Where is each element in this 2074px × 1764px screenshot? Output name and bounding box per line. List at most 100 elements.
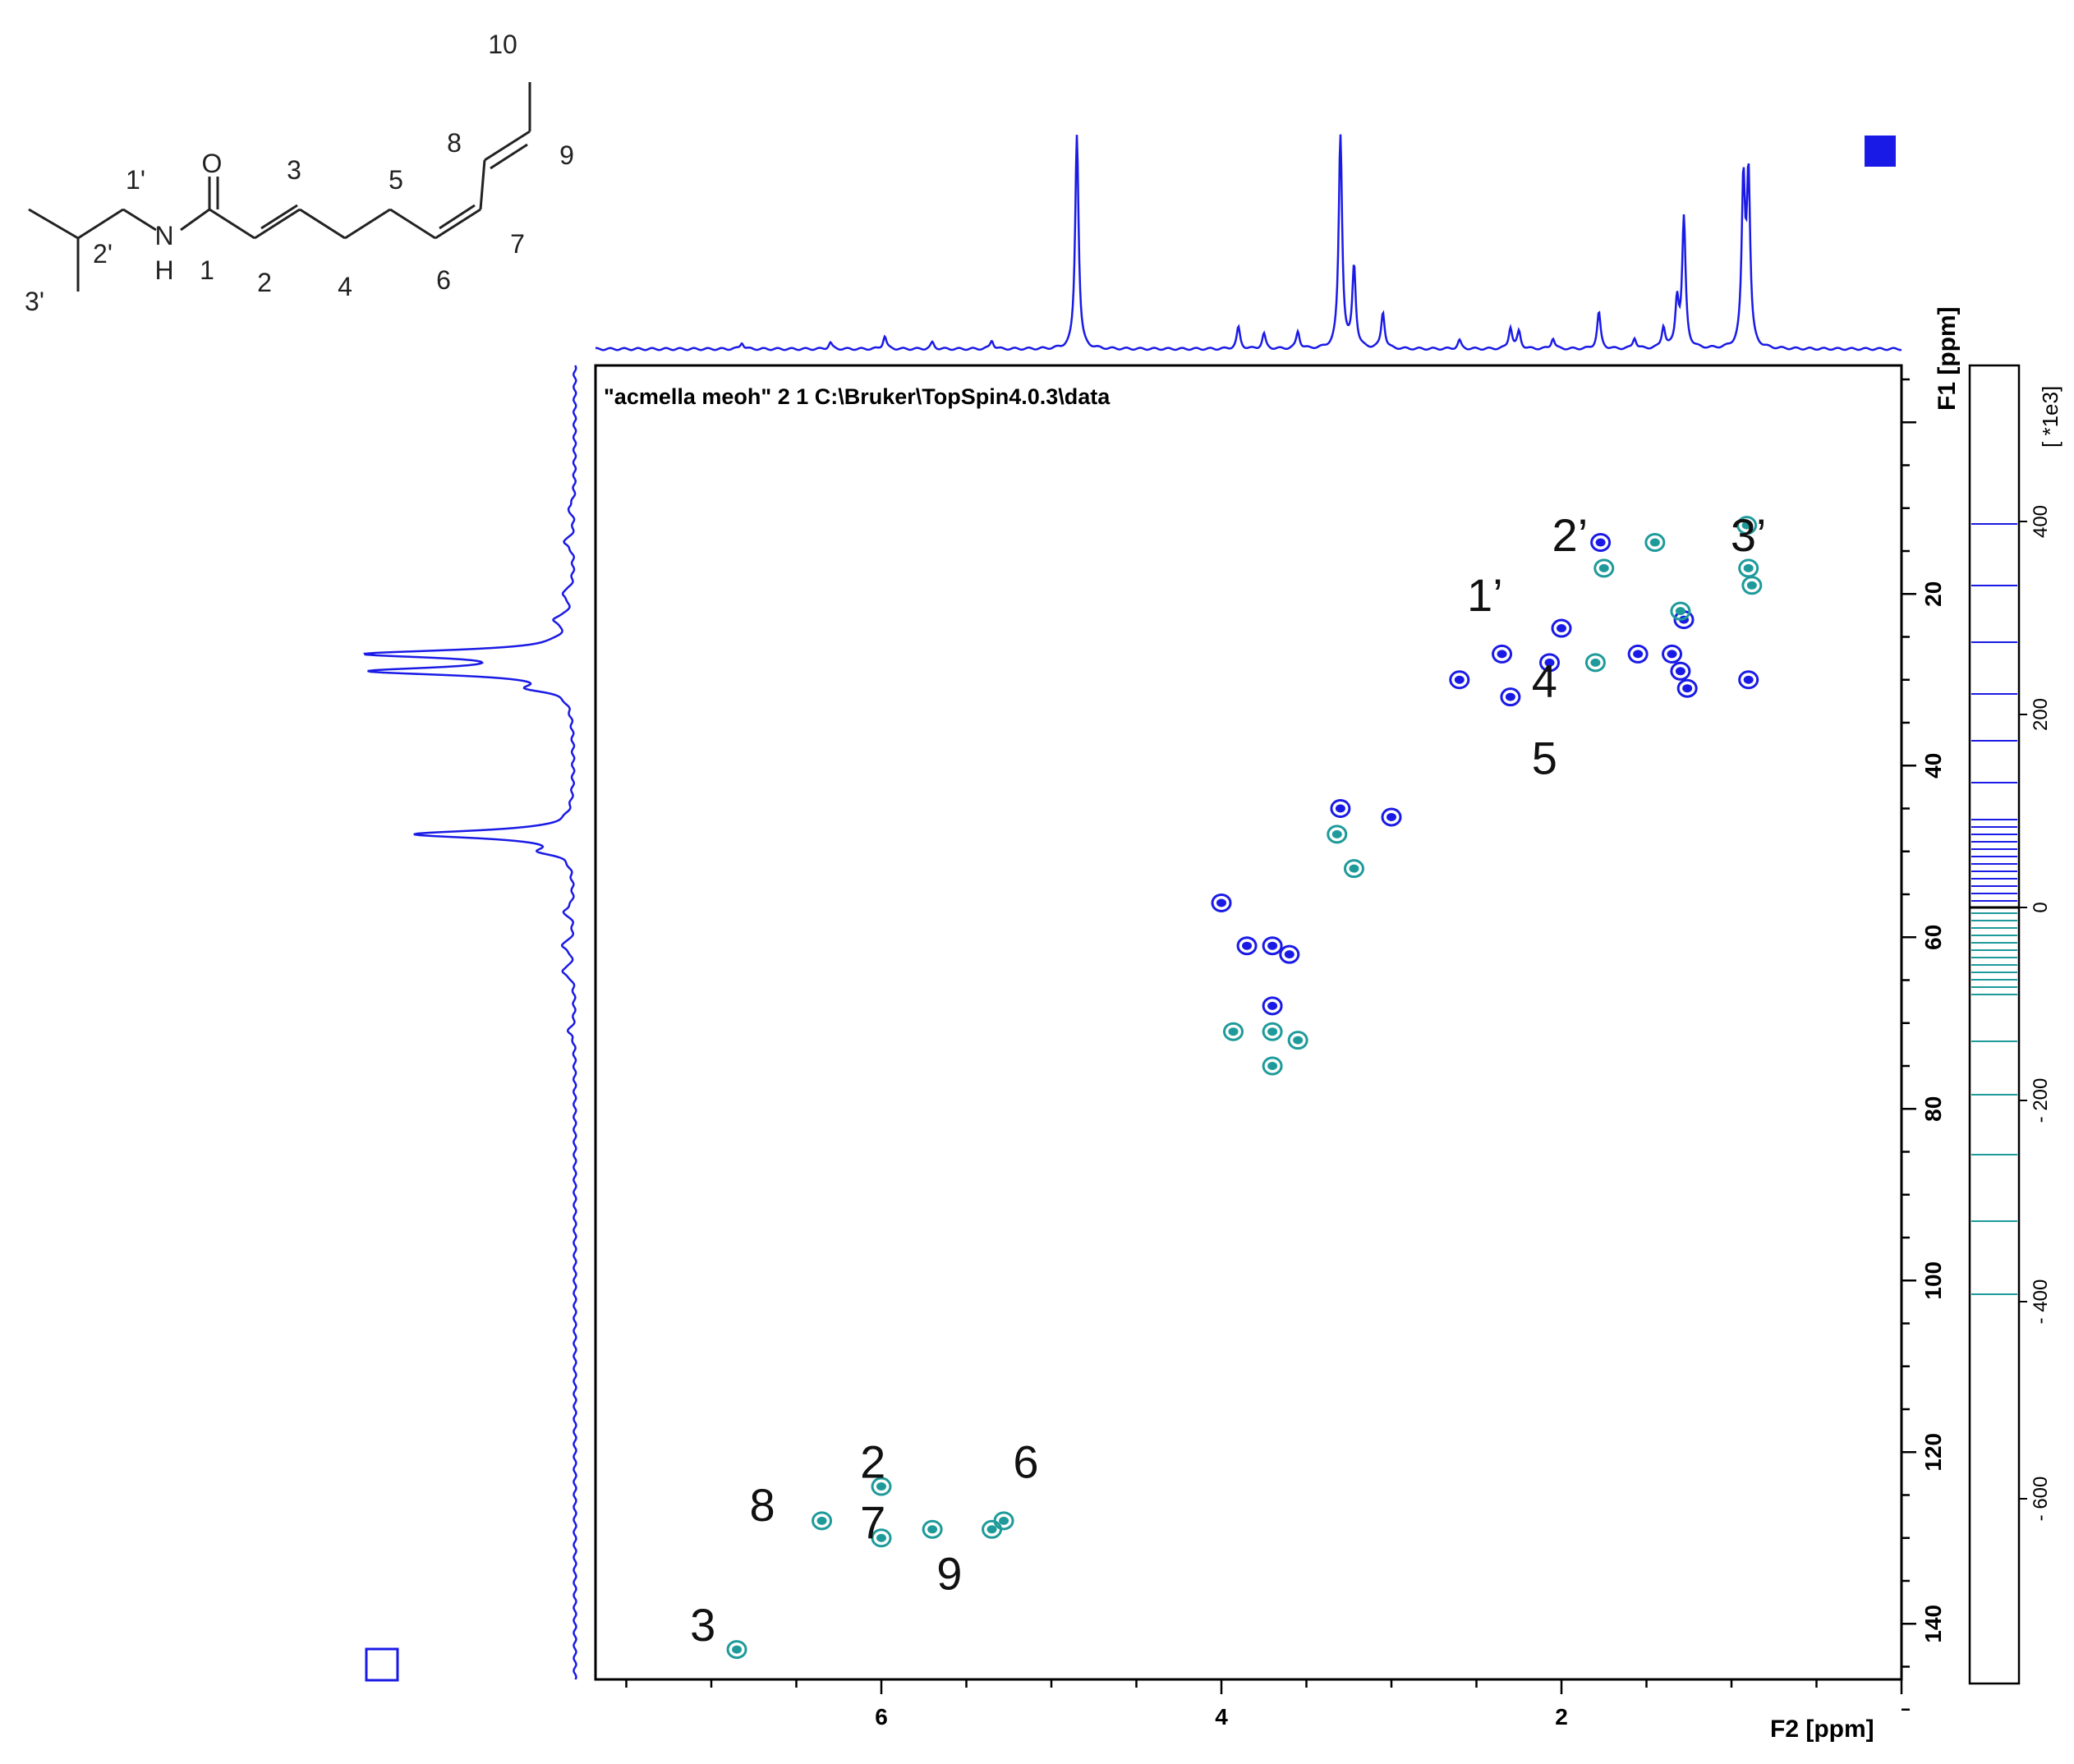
cross-peak-negative[interactable] xyxy=(1287,1031,1308,1050)
cross-peak-negative[interactable] xyxy=(1262,1056,1283,1076)
colorbar-frame xyxy=(1968,364,2021,1685)
cross-peak-negative-core xyxy=(1743,563,1754,572)
bond xyxy=(479,159,486,210)
structure-atom-label: 7 xyxy=(510,229,525,259)
cross-peak-positive[interactable] xyxy=(1381,807,1402,827)
structure-atom-label: O xyxy=(202,149,223,178)
cross-peak-negative[interactable] xyxy=(1644,533,1666,553)
cross-peak-positive[interactable] xyxy=(1449,670,1470,690)
bond xyxy=(254,208,301,240)
cross-peak-negative[interactable] xyxy=(871,1477,892,1496)
cross-peak-negative-core xyxy=(816,1516,827,1525)
structure-atom-label: 1' xyxy=(126,165,145,195)
chart-title: "acmella meoh" 2 1 C:\Bruker\TopSpin4.0.… xyxy=(604,384,1111,409)
cross-peak-positive[interactable] xyxy=(1662,644,1683,664)
cross-peak-negative[interactable] xyxy=(1670,601,1691,621)
cross-peak-positive[interactable] xyxy=(1551,618,1572,638)
cross-peak-positive-core xyxy=(1505,692,1515,701)
colorbar-tick-label: 400 xyxy=(2030,505,2052,538)
y-tick-label: 140 xyxy=(1920,1605,1946,1643)
peak-label: 5 xyxy=(1532,733,1557,784)
structure-atom-label: 4 xyxy=(338,272,352,301)
plot-area xyxy=(594,364,1903,1681)
bond xyxy=(260,204,298,230)
cross-peak-negative-core xyxy=(1349,864,1359,873)
carbon-projection-trace xyxy=(363,365,577,1680)
negative-contour-swatch[interactable] xyxy=(365,1647,399,1682)
colorbar-ticks: 400 200 0 - 200 - 400 - 600 xyxy=(2019,505,2052,1521)
cross-peak-positive[interactable] xyxy=(1670,661,1691,681)
cross-peak-positive[interactable] xyxy=(1627,644,1649,664)
cross-peak-positive[interactable] xyxy=(1676,678,1698,698)
bond xyxy=(28,208,79,240)
bond xyxy=(344,208,391,240)
x-axis-label: F2 [ppm] xyxy=(1770,1716,1874,1743)
bond xyxy=(77,208,124,240)
cross-peak-negative[interactable] xyxy=(993,1511,1014,1531)
peak-label: 3 xyxy=(690,1599,715,1651)
structure-atom-label: 1 xyxy=(200,255,214,285)
cross-peak-positive-core xyxy=(1544,658,1555,667)
peak-label: 2’ xyxy=(1552,509,1589,561)
cross-peak-negative[interactable] xyxy=(871,1528,892,1548)
structure-atom-label: N xyxy=(154,221,173,250)
structure-atom-label: 3 xyxy=(287,155,301,185)
cross-peak-negative-core xyxy=(1590,658,1601,667)
cross-peak-positive[interactable] xyxy=(1262,996,1283,1016)
cross-peak-positive[interactable] xyxy=(1590,533,1612,553)
cross-peak-negative[interactable] xyxy=(1222,1022,1244,1041)
bond xyxy=(439,204,476,230)
cross-peak-positive-core xyxy=(1242,941,1253,950)
cross-peak-negative[interactable] xyxy=(1262,1022,1283,1041)
cross-peak-positive[interactable] xyxy=(1262,936,1283,956)
structure-atom-label: 9 xyxy=(559,140,574,170)
structure-atom-label: 2 xyxy=(257,268,272,297)
bond xyxy=(389,208,436,240)
colorbar-tick-label: 200 xyxy=(2030,698,2052,731)
cross-peak-negative[interactable] xyxy=(1584,653,1606,673)
y-tick-label: 40 xyxy=(1920,753,1946,779)
colorbar-tick-label: - 200 xyxy=(2030,1078,2052,1123)
peak-label: 3’ xyxy=(1731,509,1767,561)
x-tick-label: 2 xyxy=(1555,1704,1568,1730)
y-tick-label: 80 xyxy=(1920,1096,1946,1122)
cross-peak-negative-core xyxy=(927,1525,938,1534)
cross-peak-positive-core xyxy=(1667,650,1677,659)
positive-contour-swatch[interactable] xyxy=(1865,136,1896,167)
cross-peak-positive[interactable] xyxy=(1492,644,1513,664)
cross-peak-negative-core xyxy=(1228,1027,1239,1036)
cross-peak-negative[interactable] xyxy=(1343,859,1364,879)
y-tick-label: 100 xyxy=(1920,1261,1946,1300)
cross-peak-negative[interactable] xyxy=(726,1640,747,1660)
cross-peak-positive[interactable] xyxy=(1738,670,1759,690)
cross-peak-negative-core xyxy=(1267,1027,1278,1036)
chemical-structure xyxy=(28,82,531,292)
cross-peak-positive-core xyxy=(1497,650,1507,659)
y-axis-label: F1 [ppm] xyxy=(1934,306,1961,411)
cross-peak-positive-core xyxy=(1595,538,1606,547)
cross-peak-negative[interactable] xyxy=(1741,576,1763,595)
cross-peak-positive[interactable] xyxy=(1279,944,1300,964)
peak-label: 6 xyxy=(1013,1436,1038,1488)
structure-atom-label: 2' xyxy=(93,239,113,269)
cross-peak-positive[interactable] xyxy=(1236,936,1258,956)
cross-peak-negative[interactable] xyxy=(1736,516,1758,535)
cross-peak-negative-core xyxy=(1293,1036,1304,1045)
cross-peak-positive-core xyxy=(1454,675,1465,684)
cross-peak-positive-core xyxy=(1267,1001,1278,1010)
cross-peak-positive[interactable] xyxy=(1330,799,1351,818)
cross-peak-negative[interactable] xyxy=(1327,825,1348,844)
colorbar-tick-label: - 400 xyxy=(2030,1279,2052,1325)
cross-peak-positive[interactable] xyxy=(1211,893,1232,912)
cross-peak-negative[interactable] xyxy=(1738,558,1759,578)
cross-peak-negative-core xyxy=(1331,829,1342,838)
cross-peak-negative-core xyxy=(876,1482,886,1491)
cross-peak-positive[interactable] xyxy=(1500,687,1521,707)
cross-peak-positive[interactable] xyxy=(1539,653,1561,673)
cross-peak-negative[interactable] xyxy=(1593,558,1615,578)
cross-peak-negative[interactable] xyxy=(922,1519,943,1539)
cross-peak-negative-core xyxy=(999,1516,1009,1525)
structure-atom-label: 10 xyxy=(488,30,517,59)
cross-peak-negative[interactable] xyxy=(812,1511,833,1531)
peak-labels: 1’ 2’ 3’ 4 5 2 6 8 79 3 xyxy=(690,509,1766,1651)
